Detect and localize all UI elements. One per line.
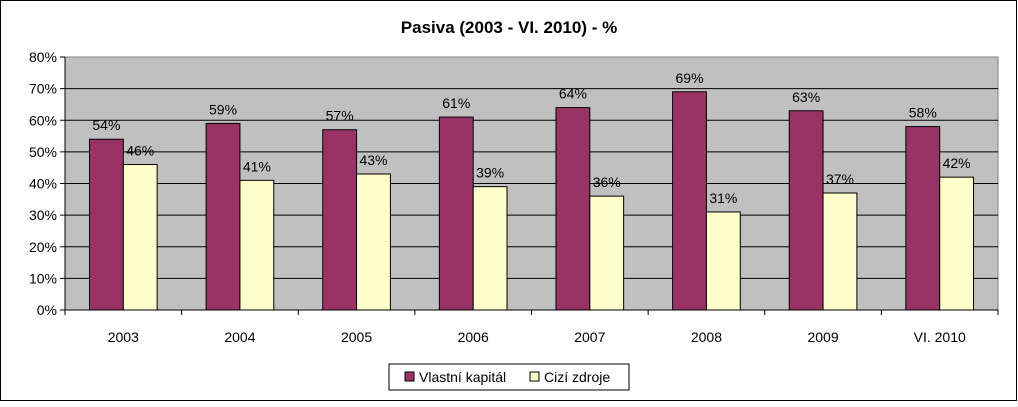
bar-cizi-zdroje bbox=[122, 164, 158, 311]
legend-label-vlastni-kapital: Vlastní kapitál bbox=[419, 369, 506, 385]
legend-box bbox=[388, 363, 630, 391]
data-label: 69% bbox=[676, 70, 704, 86]
x-tick-label: 2004 bbox=[224, 329, 255, 345]
x-tick-label: VI. 2010 bbox=[914, 329, 966, 345]
bar-cizi-zdroje bbox=[939, 176, 975, 311]
bar-cizi-zdroje bbox=[239, 179, 275, 311]
bar-vlastni-kapital bbox=[672, 91, 707, 311]
y-tick-label: 20% bbox=[29, 239, 57, 255]
x-tick-label: 2005 bbox=[341, 329, 372, 345]
legend-swatch-vlastni-kapital bbox=[404, 371, 415, 382]
data-label: 58% bbox=[909, 105, 937, 121]
bars-group bbox=[88, 91, 975, 311]
bar-cizi-zdroje bbox=[822, 192, 858, 311]
data-label: 43% bbox=[359, 152, 387, 168]
x-tick-label: 2006 bbox=[458, 329, 489, 345]
data-label: 31% bbox=[709, 190, 737, 206]
bar-vlastni-kapital bbox=[438, 116, 474, 311]
x-tick-label: 2007 bbox=[574, 329, 605, 345]
bar-vlastni-kapital bbox=[905, 126, 941, 311]
bar-vlastni-kapital bbox=[555, 107, 591, 311]
bar-cizi-zdroje bbox=[705, 211, 741, 311]
data-label: 39% bbox=[476, 165, 504, 181]
bar-vlastni-kapital bbox=[88, 138, 124, 311]
bar-vlastni-kapital bbox=[205, 122, 241, 311]
y-tick-label: 80% bbox=[29, 49, 57, 65]
data-label: 41% bbox=[243, 158, 271, 174]
y-tick-label: 0% bbox=[37, 302, 57, 318]
data-labels-group: 54% 46% 59% 41% 57% 43% 61% 39% 64% 36% 69% 31% 63% 3… bbox=[92, 70, 970, 206]
data-label: 54% bbox=[92, 117, 120, 133]
legend-swatch-cizi-zdroje bbox=[529, 371, 540, 382]
data-label: 61% bbox=[442, 95, 470, 111]
x-axis-ticks: 2003 2004 2005 2006 2007 2008 2009 VI. 2010 bbox=[64, 310, 999, 345]
chart-title: Pasiva (2003 - VI. 2010) - % bbox=[401, 18, 617, 37]
x-tick-label: 2009 bbox=[807, 329, 838, 345]
data-label: 63% bbox=[792, 89, 820, 105]
legend: Vlastní kapitál Cizí zdroje bbox=[388, 363, 630, 391]
bar-vlastni-kapital bbox=[788, 110, 824, 311]
y-tick-label: 60% bbox=[29, 112, 57, 128]
data-label: 42% bbox=[943, 155, 971, 171]
y-tick-label: 40% bbox=[29, 176, 57, 192]
x-tick-label: 2008 bbox=[691, 329, 722, 345]
y-tick-label: 70% bbox=[29, 81, 57, 97]
bar-vlastni-kapital bbox=[322, 129, 358, 311]
x-tick-label: 2003 bbox=[108, 329, 139, 345]
data-label: 57% bbox=[326, 108, 354, 124]
data-label: 59% bbox=[209, 101, 237, 117]
legend-label-cizi-zdroje: Cizí zdroje bbox=[544, 369, 610, 385]
y-tick-label: 30% bbox=[29, 207, 57, 223]
data-label: 36% bbox=[593, 174, 621, 190]
data-label: 46% bbox=[126, 143, 154, 159]
data-label: 37% bbox=[826, 171, 854, 187]
bar-cizi-zdroje bbox=[472, 186, 508, 311]
y-tick-label: 50% bbox=[29, 144, 57, 160]
bar-cizi-zdroje bbox=[356, 173, 391, 311]
data-label: 64% bbox=[559, 86, 587, 102]
y-tick-label: 10% bbox=[29, 270, 57, 286]
bar-cizi-zdroje bbox=[589, 195, 625, 311]
